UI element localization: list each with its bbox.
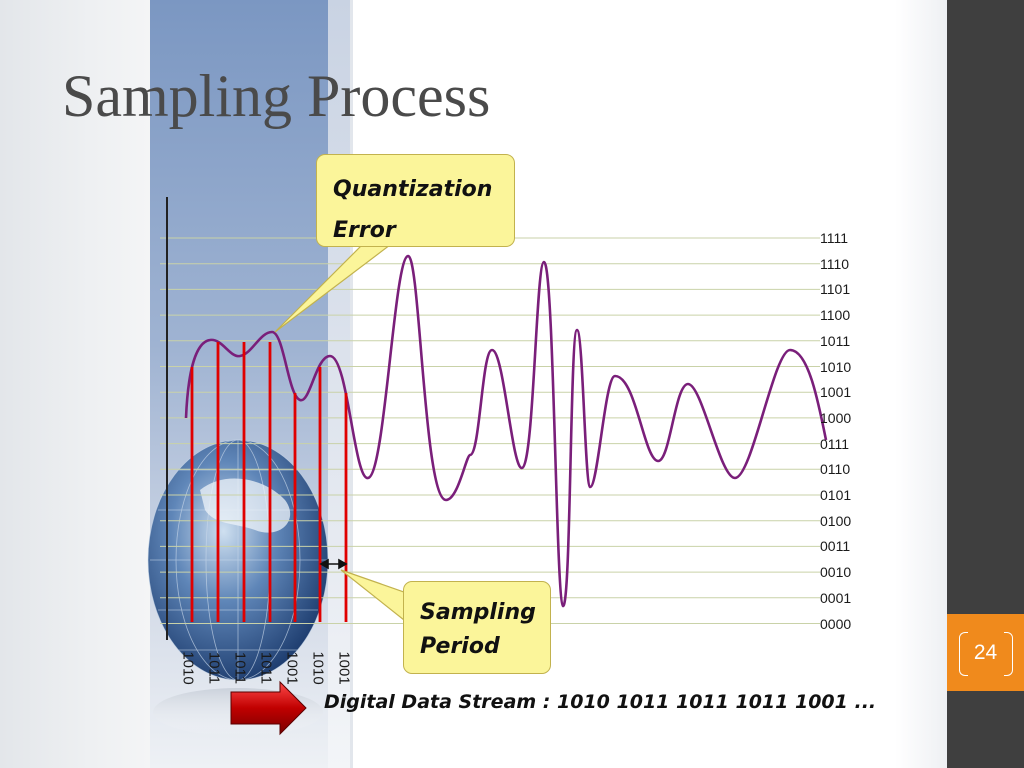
background-left-panel bbox=[0, 0, 150, 768]
quantization-level-label: 0001 bbox=[820, 589, 852, 606]
quantization-level-label: 0000 bbox=[820, 615, 852, 632]
right-arrow-icon bbox=[230, 680, 307, 736]
sample-code-label: 1010 bbox=[179, 651, 197, 685]
sample-code-label: 1011 bbox=[205, 651, 223, 685]
quantization-callout-pointer bbox=[274, 244, 392, 333]
background-right-fade bbox=[895, 0, 947, 768]
quantization-level-label: 1000 bbox=[820, 409, 852, 426]
quantization-level-label: 0111 bbox=[820, 435, 850, 452]
sample-code-label: 1001 bbox=[283, 651, 301, 685]
quantization-level-label: 1111 bbox=[820, 230, 849, 246]
quantization-level-label: 0011 bbox=[820, 538, 851, 555]
sample-lines bbox=[190, 342, 348, 622]
background-strip-line bbox=[350, 0, 353, 768]
sample-code-label: 1010 bbox=[309, 651, 327, 685]
sample-code-label: 1011 bbox=[231, 651, 249, 685]
slide-title: Sampling Process bbox=[62, 63, 491, 129]
sample-code-label: 1011 bbox=[257, 651, 275, 685]
sample-code-label: 1001 bbox=[335, 651, 353, 685]
quantization-level-label: 1101 bbox=[820, 281, 851, 298]
quantization-level-label: 0010 bbox=[820, 564, 852, 581]
quantization-callout-line2: Error bbox=[333, 218, 396, 243]
quantization-level-label: 0101 bbox=[820, 487, 852, 503]
sampling-period-marker bbox=[319, 558, 348, 570]
page-number-bracket-right bbox=[1004, 632, 1013, 676]
quantization-level-label: 1110 bbox=[820, 255, 850, 272]
page-number: 24 bbox=[973, 641, 998, 664]
quantization-level-label: 1011 bbox=[820, 332, 851, 349]
quantization-level-label: 0110 bbox=[820, 461, 851, 478]
quantization-level-label: 1010 bbox=[820, 358, 852, 375]
quantization-callout-line1: Quantization bbox=[333, 177, 493, 202]
analog-waveform bbox=[184, 254, 828, 608]
sampling-callout-line2: Period bbox=[420, 634, 500, 659]
quantization-level-label: 1100 bbox=[820, 307, 851, 324]
sampling-callout-pointer bbox=[340, 569, 405, 622]
digital-data-stream: Digital Data Stream : 1010 1011 1011 101… bbox=[324, 691, 877, 713]
page-number-bracket-left bbox=[959, 632, 968, 676]
sampling-period-callout: Sampling Period bbox=[403, 581, 551, 674]
sampling-callout-line1: Sampling bbox=[420, 600, 536, 625]
quantization-error-callout: Quantization Error bbox=[316, 154, 515, 247]
quantization-level-label: 1001 bbox=[820, 384, 852, 401]
quantization-level-label: 0100 bbox=[820, 512, 852, 529]
